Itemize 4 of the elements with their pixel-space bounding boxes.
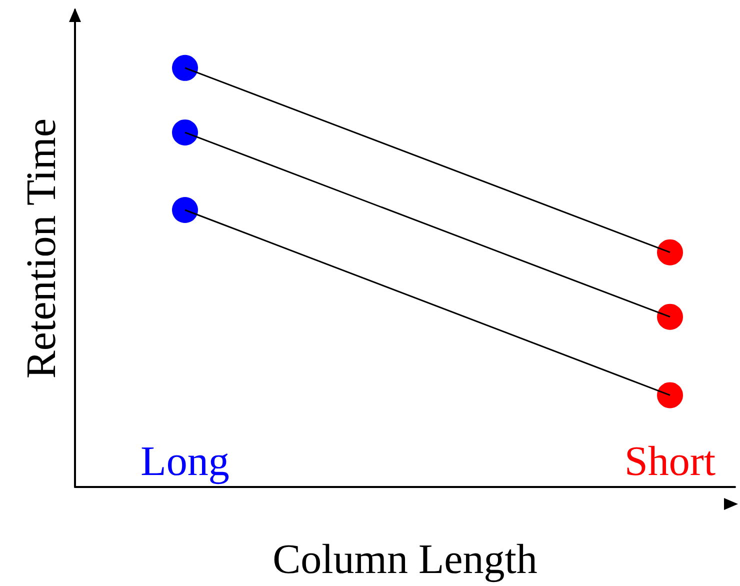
x-tick-label: Long xyxy=(140,439,230,485)
y-axis-title: Retention Time xyxy=(19,118,65,379)
x-axis-title: Column Length xyxy=(272,537,538,583)
x-tick-label: Short xyxy=(624,439,716,485)
